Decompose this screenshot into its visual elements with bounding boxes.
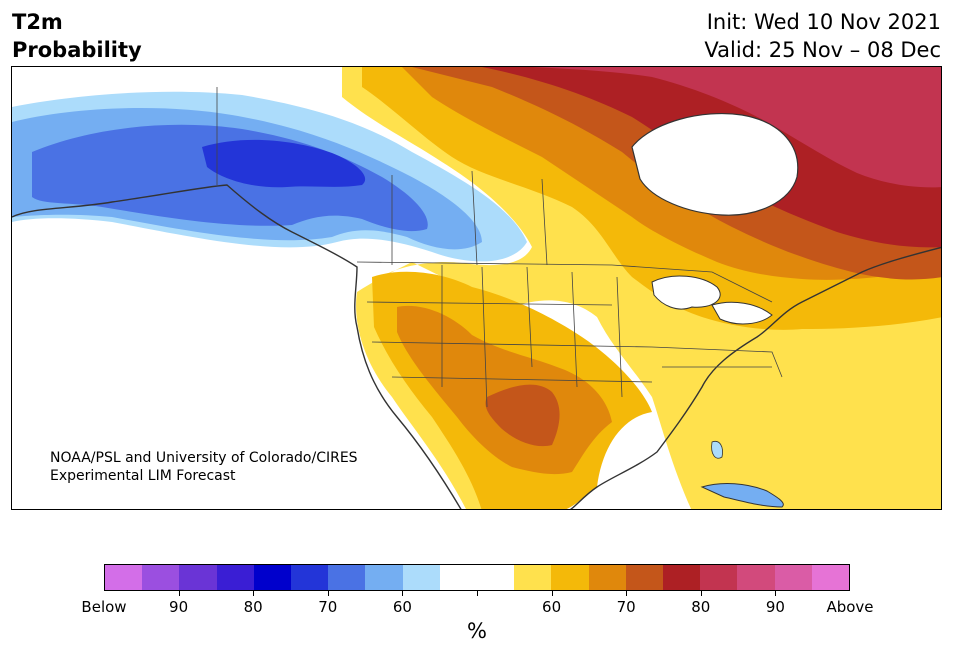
colorbar-label: 80: [691, 598, 711, 616]
colorbar-label: 90: [765, 598, 785, 616]
colorbar-label: 80: [243, 598, 263, 616]
colorbar-label: 70: [616, 598, 636, 616]
coastline: [12, 184, 941, 509]
colorbar-cell: [514, 565, 552, 590]
cuba-island: [700, 483, 784, 508]
colorbar-cell: [588, 565, 626, 590]
colorbar-tick: [700, 591, 702, 596]
colorbar-cell: [179, 565, 217, 590]
colorbar-tick: [626, 591, 628, 596]
great-lakes: [651, 275, 773, 325]
title-line-2: Probability: [12, 38, 142, 62]
credit-line-1: NOAA/PSL and University of Colorado/CIRE…: [50, 450, 358, 466]
colorbar-cell: [291, 565, 329, 590]
colorbar-unit: %: [467, 619, 487, 643]
colorbar-tick: [477, 591, 478, 596]
colorbar-cell: [700, 565, 738, 590]
colorbar-cell: [439, 565, 478, 590]
colorbar-tick: [402, 591, 404, 596]
colorbar-cell: [253, 565, 292, 590]
colorbar-tick: [253, 591, 255, 596]
colorbar-cell: [328, 565, 366, 590]
colorbar-tick: [775, 591, 777, 596]
forecast-dates: Init: Wed 10 Nov 2021 Valid: 25 Nov – 08…: [704, 8, 941, 64]
colorbar-label: 90: [169, 598, 189, 616]
warm-max-region: [532, 67, 941, 188]
colorbar-cell: [105, 565, 143, 590]
colorbar-cell: [551, 565, 589, 590]
colorbar-cell: [402, 565, 440, 590]
valid-period: Valid: 25 Nov – 08 Dec: [704, 38, 941, 62]
map-title: T2m Probability: [12, 8, 142, 64]
colorbar-label: 60: [392, 598, 412, 616]
political-borders: [216, 87, 783, 408]
title-line-1: T2m: [12, 10, 63, 34]
colorbar-cell: [625, 565, 664, 590]
credit-text: NOAA/PSL and University of Colorado/CIRE…: [50, 449, 358, 485]
map-panel: NOAA/PSL and University of Colorado/CIRE…: [11, 66, 942, 510]
colorbar-tick: [551, 591, 553, 596]
colorbar-cell: [216, 565, 254, 590]
init-date: Init: Wed 10 Nov 2021: [706, 10, 941, 34]
probability-colorbar: [104, 564, 850, 591]
colorbar-label: 60: [542, 598, 562, 616]
colorbar-cell: [737, 565, 775, 590]
colorbar-cell: [774, 565, 812, 590]
colorbar-label: Below: [81, 598, 127, 616]
colorbar-tick: [327, 591, 329, 596]
colorbar-tick: [178, 591, 180, 596]
hudson-bay: [631, 112, 799, 216]
probability-map: [12, 67, 941, 509]
cold-90-region: [202, 139, 366, 188]
colorbar-cell: [811, 565, 850, 590]
colorbar-cell: [663, 565, 701, 590]
colorbar-cell: [142, 565, 180, 590]
colorbar-cell: [477, 565, 515, 590]
colorbar-label: 70: [318, 598, 338, 616]
colorbar-label: Above: [826, 598, 874, 616]
credit-line-2: Experimental LIM Forecast: [50, 468, 236, 484]
colorbar-cell: [365, 565, 403, 590]
florida-cold-patch: [711, 440, 723, 459]
